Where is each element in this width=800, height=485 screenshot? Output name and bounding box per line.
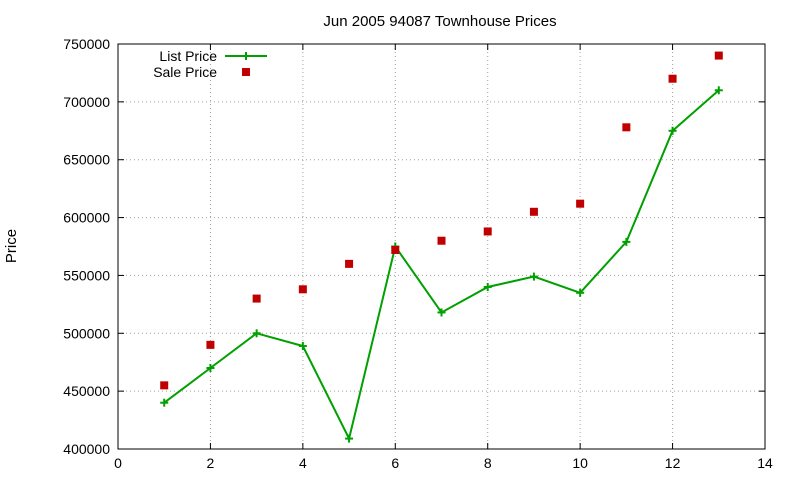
x-tick-label: 0 (114, 455, 122, 471)
y-tick-label: 400000 (63, 441, 110, 457)
sale-price-point (668, 74, 677, 83)
legend-square-marker (242, 68, 250, 76)
x-tick-label: 14 (757, 455, 773, 471)
list-price-point (529, 272, 538, 281)
sale-price-point (483, 227, 492, 236)
y-tick-label: 600000 (63, 210, 110, 226)
list-price-point (622, 237, 631, 246)
x-tick-label: 6 (391, 455, 399, 471)
list-price-point (668, 126, 677, 135)
list-price-point (160, 398, 169, 407)
sale-price-point (298, 285, 307, 294)
list-price-point (298, 342, 307, 351)
sale-price-point (252, 294, 261, 303)
x-tick-label: 2 (207, 455, 215, 471)
list-price-point (206, 364, 215, 372)
list-price-point (714, 86, 723, 95)
list-price-point (576, 288, 585, 297)
sale-price-point (622, 123, 631, 132)
x-tick-label: 10 (572, 455, 588, 471)
plot-frame (117, 43, 766, 450)
x-tick-label: 8 (484, 455, 492, 471)
sale-price-point (437, 236, 446, 245)
chart-title: Jun 2005 94087 Townhouse Prices (323, 13, 556, 30)
legend-label: Sale Price (153, 64, 217, 80)
sale-price-point (714, 51, 723, 60)
data-series (160, 51, 723, 443)
sale-price-point (391, 245, 400, 254)
legend-plus-marker (242, 52, 250, 60)
list-price-line (163, 89, 720, 442)
sale-price-point (576, 199, 585, 208)
x-tick-label: 12 (665, 455, 681, 471)
sale-price-point (206, 340, 215, 349)
list-price-point (483, 283, 492, 291)
grid-lines (118, 44, 765, 449)
y-tick-label: 750000 (63, 36, 110, 52)
x-tick-label: 4 (299, 455, 307, 471)
y-tick-label: 700000 (63, 94, 110, 110)
list-price-point (252, 329, 261, 338)
sale-price-point (345, 259, 354, 268)
y-axis-label: Price (3, 229, 20, 263)
y-tick-label: 500000 (63, 325, 110, 341)
y-tick-label: 550000 (63, 267, 110, 283)
sale-price-point (160, 381, 169, 390)
y-tick-label: 650000 (63, 152, 110, 168)
list-price-point (345, 434, 354, 443)
y-tick-label: 450000 (63, 383, 110, 399)
sale-price-point (529, 207, 538, 216)
legend-label: List Price (159, 48, 217, 64)
axis-ticks: 0 2 4 6 8 10 12 14 400000 450000 500000 550000 60000… (63, 36, 773, 471)
list-price-point (437, 308, 446, 317)
